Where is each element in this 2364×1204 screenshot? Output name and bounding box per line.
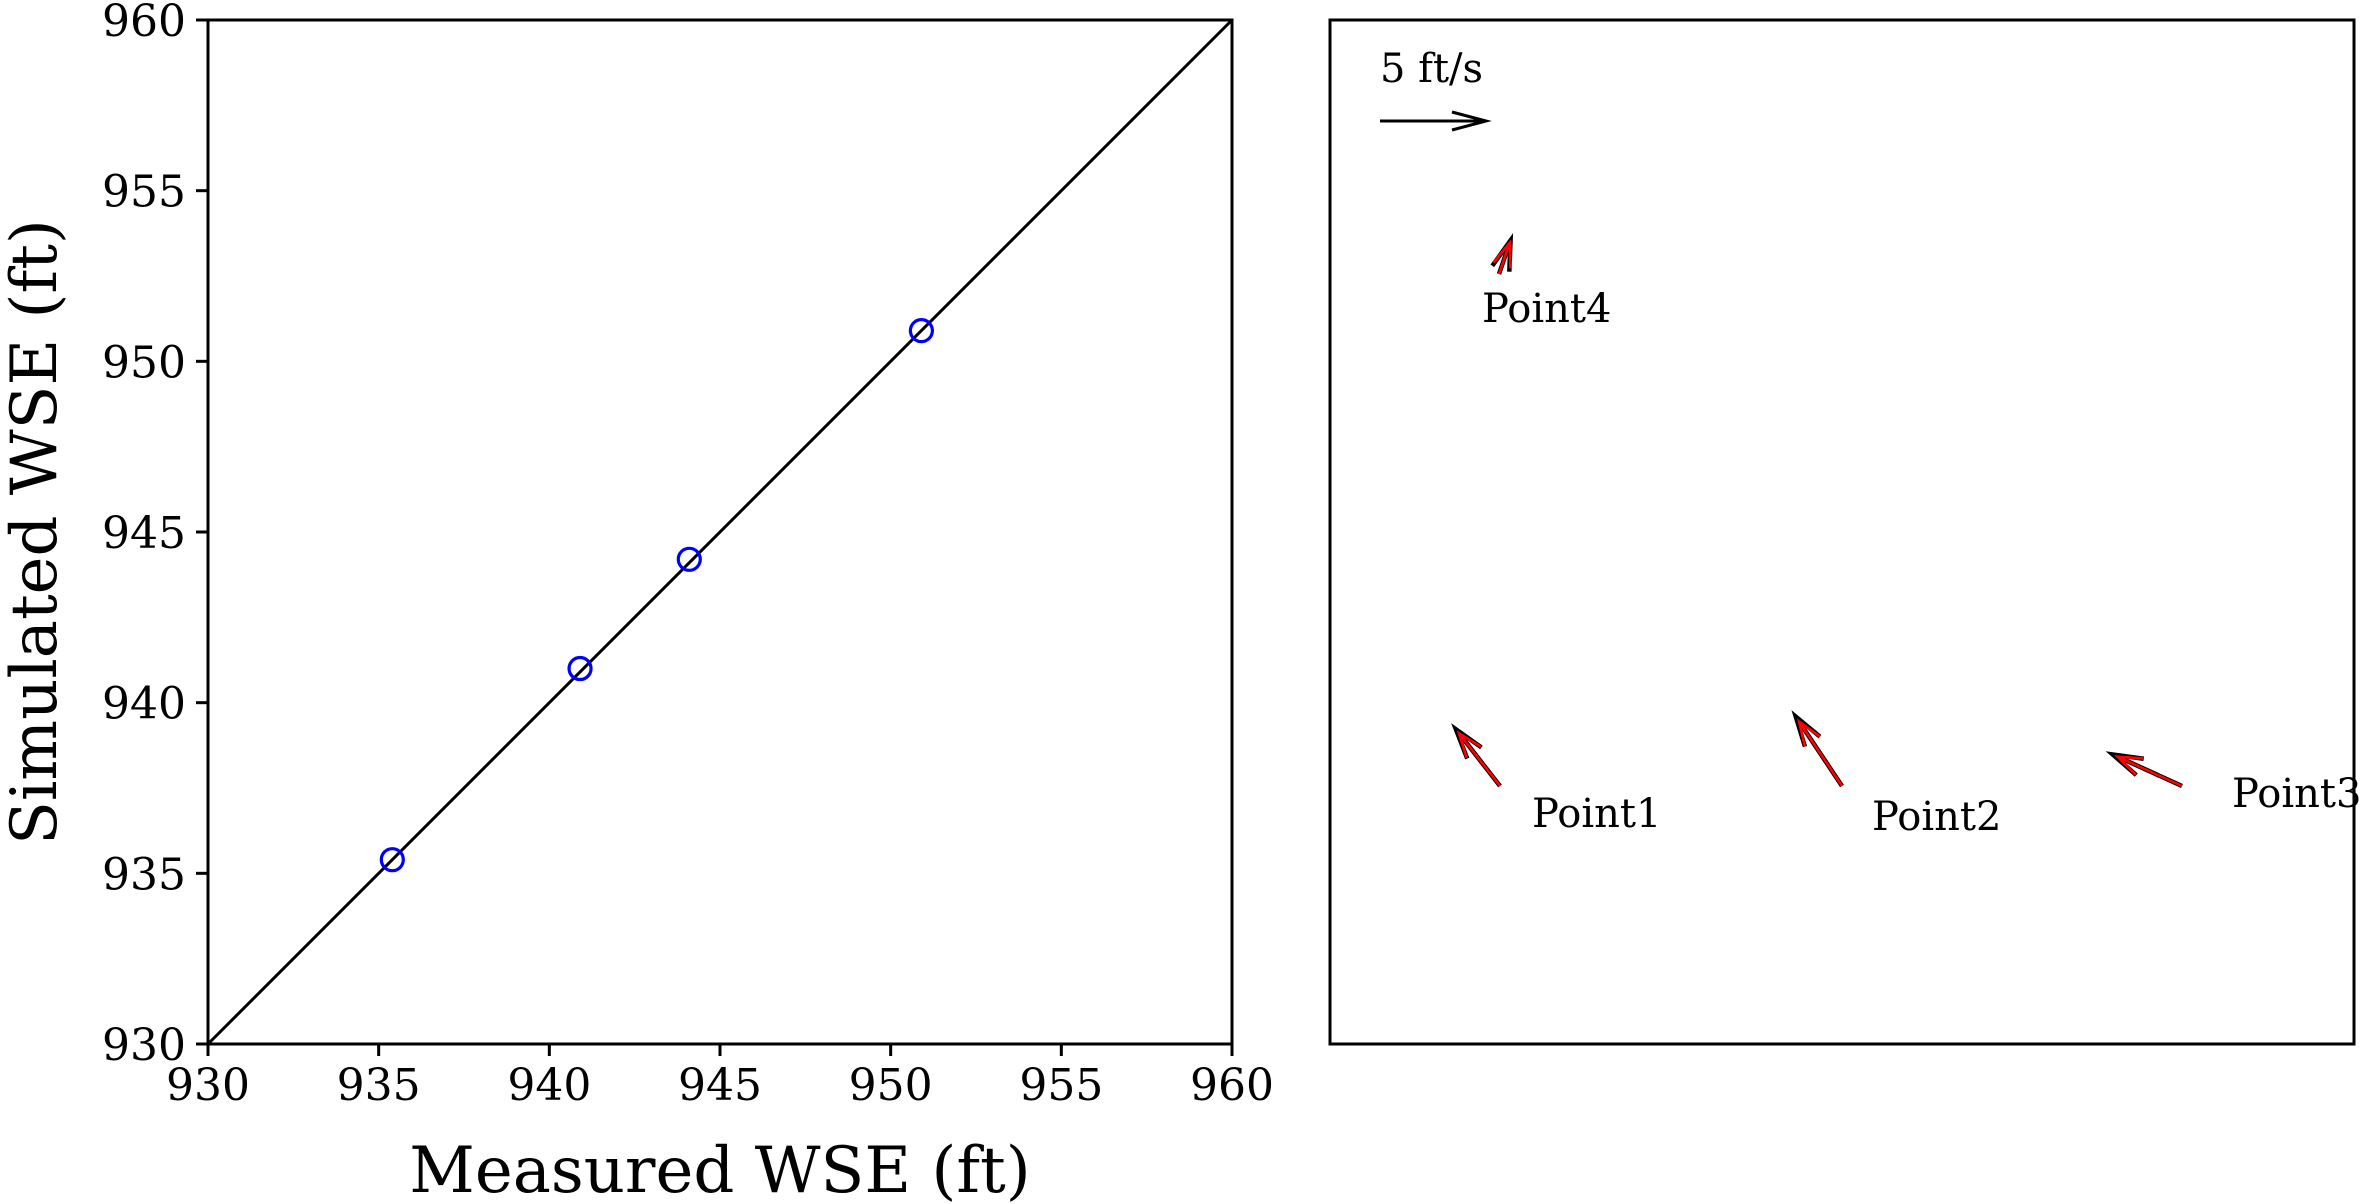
measured-vector <box>1492 239 1512 275</box>
y-tick-label: 955 <box>102 167 186 218</box>
measured-vector <box>2114 755 2183 788</box>
measured-vector <box>1456 730 1502 787</box>
x-tick-label: 940 <box>507 1060 591 1111</box>
scatter-point <box>676 546 702 572</box>
scale-label: 5 ft/s <box>1380 46 1483 92</box>
velocity-vectors: Point1 Point2 Point3 Point4 <box>1451 232 2361 840</box>
scale-arrow <box>1380 110 1492 132</box>
scatter-point <box>379 847 405 873</box>
y-tick-label: 935 <box>102 849 186 900</box>
point-label: Point3 <box>2232 771 2361 817</box>
one-to-one-line <box>206 18 1234 1046</box>
y-tick-label: 945 <box>102 508 186 559</box>
x-tick-label: 950 <box>849 1060 933 1111</box>
y-axis-title: Simulated WSE (ft) <box>0 219 72 845</box>
scatter-point <box>567 655 593 682</box>
point-label: Point2 <box>1872 794 2001 840</box>
x-tick-label: 945 <box>678 1060 762 1111</box>
x-tick-label: 935 <box>337 1060 421 1111</box>
y-tick-label: 960 <box>102 0 186 47</box>
scatter-y-ticks: 930 935 940 945 950 955 960 <box>102 0 208 1071</box>
quiver-axes-frame <box>1328 18 2356 1046</box>
scatter-panel: 930 935 940 945 950 955 960 930 935 940 945 950 955… <box>0 0 1274 1204</box>
y-tick-label: 950 <box>102 337 186 388</box>
quiver-panel: 5 ft/s Point1 Point2 Point3 Point4 <box>1328 18 2361 1046</box>
x-axis-title: Measured WSE (ft) <box>409 1134 1030 1204</box>
x-tick-label: 955 <box>1019 1060 1103 1111</box>
point-label: Point4 <box>1482 286 1611 332</box>
y-tick-label: 940 <box>102 679 186 730</box>
point-label: Point1 <box>1532 791 1661 837</box>
scatter-x-ticks: 930 935 940 945 950 955 960 <box>166 1044 1274 1111</box>
x-tick-label: 960 <box>1190 1060 1274 1111</box>
measured-vector <box>1796 718 1844 787</box>
scatter-points <box>379 318 934 873</box>
x-tick-label: 930 <box>166 1060 250 1111</box>
scatter-point <box>908 318 934 344</box>
scale-arrow-line <box>1380 110 1492 132</box>
y-tick-label: 930 <box>102 1020 186 1071</box>
